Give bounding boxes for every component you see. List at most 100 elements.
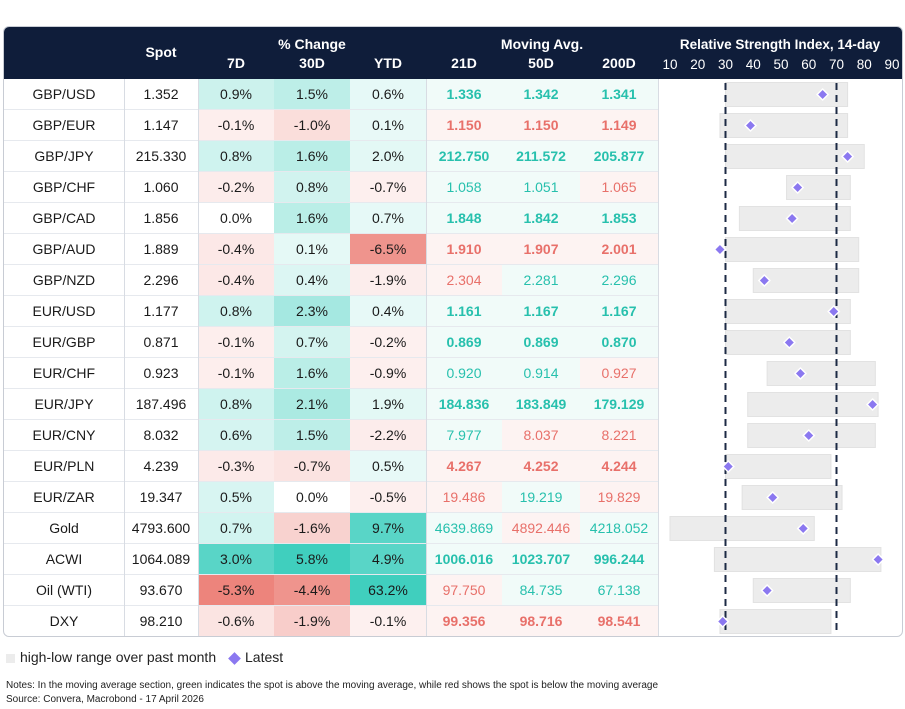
spot-cell: 2.296 xyxy=(143,272,179,288)
name-cell: EUR/ZAR xyxy=(33,489,95,505)
spot-cell: 4.239 xyxy=(143,458,179,474)
change-ytd-cell: -0.7% xyxy=(350,172,426,203)
change-7d-cell: -0.1% xyxy=(198,110,274,141)
ma50-cell: 4892.446 xyxy=(502,513,580,544)
rsi-tick-label: 50 xyxy=(773,57,789,72)
ma200-cell: 19.829 xyxy=(580,482,658,513)
spot-cell: 93.670 xyxy=(139,582,183,598)
name-cell: EUR/USD xyxy=(32,303,96,319)
rsi-latest-marker xyxy=(785,211,799,226)
change-ytd-cell: 0.5% xyxy=(350,451,426,482)
rsi-latest-marker xyxy=(827,304,841,319)
ma200-cell: 4218.052 xyxy=(580,513,658,544)
row-divider xyxy=(4,574,658,575)
column-divider xyxy=(124,79,125,636)
header-ma200: 200D xyxy=(602,55,636,71)
change-7d-cell: 0.8% xyxy=(198,141,274,172)
ma50-cell: 1.907 xyxy=(502,234,580,265)
change-7d-cell: -0.2% xyxy=(198,172,274,203)
rsi-latest-marker xyxy=(841,149,855,164)
rsi-range-bar xyxy=(766,361,876,386)
legend: high-low range over past month Latest xyxy=(6,647,283,667)
row-divider xyxy=(4,109,658,110)
change-30d-cell: -1.6% xyxy=(274,513,350,544)
rsi-range-bar xyxy=(725,330,851,355)
ma200-cell: 1.167 xyxy=(580,296,658,327)
ma50-cell: 2.281 xyxy=(502,265,580,296)
source-line: Source: Convera, Macrobond - 17 April 20… xyxy=(6,694,204,705)
change-30d-cell: -1.0% xyxy=(274,110,350,141)
rsi-range-bar xyxy=(719,609,832,634)
name-cell: GBP/JPY xyxy=(34,148,94,164)
rsi-latest-marker xyxy=(793,366,807,381)
change-7d-cell: -0.4% xyxy=(198,265,274,296)
spot-cell: 1064.089 xyxy=(131,551,191,567)
ma21-cell: 1.848 xyxy=(426,203,502,234)
change-ytd-cell: 63.2% xyxy=(350,575,426,606)
change-30d-cell: 0.7% xyxy=(274,327,350,358)
spot-cell: 0.923 xyxy=(143,365,179,381)
legend-latest-label: Latest xyxy=(245,649,284,665)
change-ytd-cell: -0.2% xyxy=(350,327,426,358)
change-30d-cell: 1.6% xyxy=(274,141,350,172)
rsi-tick-label: 20 xyxy=(690,57,706,72)
ma50-cell: 1.842 xyxy=(502,203,580,234)
change-7d-cell: -5.3% xyxy=(198,575,274,606)
name-cell: EUR/CNY xyxy=(32,427,96,443)
column-divider xyxy=(658,79,659,636)
rsi-tick-label: 40 xyxy=(745,57,761,72)
header-spot: Spot xyxy=(145,44,177,60)
ma21-cell: 19.486 xyxy=(426,482,502,513)
change-30d-cell: 0.8% xyxy=(274,172,350,203)
ma21-cell: 0.920 xyxy=(426,358,502,389)
ma200-cell: 0.927 xyxy=(580,358,658,389)
change-ytd-cell: -6.5% xyxy=(350,234,426,265)
rsi-title: Relative Strength Index, 14-day xyxy=(679,37,881,52)
rsi-latest-marker xyxy=(760,583,774,598)
row-divider xyxy=(4,605,658,606)
row-divider xyxy=(4,171,658,172)
name-cell: GBP/NZD xyxy=(32,272,96,288)
rsi-latest-marker xyxy=(713,242,727,257)
ma200-cell: 8.221 xyxy=(580,420,658,451)
header-30d: 30D xyxy=(299,55,325,71)
change-30d-cell: 1.5% xyxy=(274,420,350,451)
change-ytd-cell: -0.9% xyxy=(350,358,426,389)
ma200-cell: 98.541 xyxy=(580,606,658,636)
ma200-cell: 1.149 xyxy=(580,110,658,141)
spot-cell: 98.210 xyxy=(139,613,183,629)
spot-cell: 4793.600 xyxy=(131,520,191,536)
spot-cell: 215.330 xyxy=(135,148,187,164)
ma21-cell: 99.356 xyxy=(426,606,502,636)
ma50-cell: 1.342 xyxy=(502,79,580,110)
row-divider xyxy=(4,388,658,389)
name-cell: GBP/USD xyxy=(32,86,96,102)
ma50-cell: 1.150 xyxy=(502,110,580,141)
change-ytd-cell: 0.6% xyxy=(350,79,426,110)
header-pct-change: % Change xyxy=(278,36,346,52)
change-ytd-cell: 4.9% xyxy=(350,544,426,575)
ma21-cell: 4639.869 xyxy=(426,513,502,544)
range-swatch xyxy=(6,653,15,663)
spot-cell: 1.856 xyxy=(143,210,179,226)
change-30d-cell: 5.8% xyxy=(274,544,350,575)
rsi-range-bar xyxy=(725,82,849,107)
change-7d-cell: -0.1% xyxy=(198,358,274,389)
rsi-range-bar xyxy=(669,516,815,541)
rsi-latest-marker xyxy=(716,614,730,629)
ma50-cell: 8.037 xyxy=(502,420,580,451)
ma50-cell: 183.849 xyxy=(502,389,580,420)
rsi-tick-label: 80 xyxy=(856,57,872,72)
spot-cell: 1.177 xyxy=(143,303,179,319)
ma21-cell: 0.869 xyxy=(426,327,502,358)
row-divider xyxy=(4,419,658,420)
name-cell: DXY xyxy=(49,613,79,629)
ma21-cell: 184.836 xyxy=(426,389,502,420)
rsi-range-bar xyxy=(713,547,882,572)
row-divider xyxy=(4,326,658,327)
change-30d-cell: 1.5% xyxy=(274,79,350,110)
change-30d-cell: -1.9% xyxy=(274,606,350,636)
rsi-latest-marker xyxy=(871,552,885,567)
rsi-latest-marker xyxy=(766,490,780,505)
change-30d-cell: 1.6% xyxy=(274,203,350,234)
